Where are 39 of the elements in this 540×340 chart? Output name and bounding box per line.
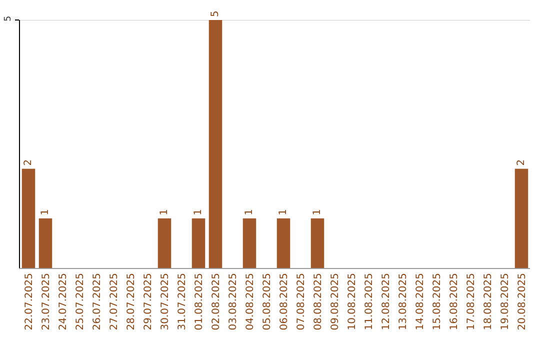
x-tick-label: 28.07.2025 (126, 273, 137, 330)
x-tick-label: 07.08.2025 (296, 273, 307, 330)
data-label: 1 (278, 209, 289, 216)
x-tick-label: 24.07.2025 (58, 273, 69, 330)
data-label: 1 (193, 209, 204, 216)
x-tick-label: 16.08.2025 (448, 273, 460, 330)
x-tick-label: 25.07.2025 (74, 273, 86, 330)
x-tick-label: 11.08.2025 (364, 273, 375, 330)
data-label: 2 (516, 159, 527, 166)
x-tick-label: 13.08.2025 (398, 273, 409, 330)
x-tick-label: 22.07.2025 (24, 273, 35, 330)
x-tick-label: 06.08.2025 (278, 273, 290, 330)
x-tick-label: 18.08.2025 (482, 273, 494, 330)
x-tick-label: 12.08.2025 (380, 273, 392, 330)
x-tick-label: 19.08.2025 (500, 273, 511, 330)
x-tick-label: 29.07.2025 (142, 273, 154, 330)
data-label: 1 (159, 209, 170, 216)
x-tick-label: 31.07.2025 (176, 273, 188, 330)
x-tick-label: 23.07.2025 (40, 273, 52, 330)
data-label: 1 (40, 209, 51, 216)
x-tick-label: 05.08.2025 (262, 273, 273, 330)
x-tick-label: 08.08.2025 (312, 273, 324, 330)
x-tick-label: 30.07.2025 (160, 273, 171, 330)
x-tick-label: 14.08.2025 (414, 273, 426, 330)
x-tick-label: 15.08.2025 (432, 273, 443, 330)
x-tick-label: 02.08.2025 (210, 273, 222, 330)
x-tick-label: 20.08.2025 (516, 273, 528, 330)
x-tick-label: 17.08.2025 (466, 273, 477, 330)
data-label: 5 (210, 10, 221, 17)
data-label: 1 (312, 209, 323, 216)
x-tick-label: 10.08.2025 (346, 273, 358, 330)
x-tick-label: 27.07.2025 (108, 273, 120, 330)
data-label: 1 (244, 209, 255, 216)
x-tick-label: 03.08.2025 (228, 273, 239, 330)
x-tick-label: 01.08.2025 (194, 273, 205, 330)
data-label: 2 (23, 159, 34, 166)
x-tick-label: 09.08.2025 (330, 273, 341, 330)
x-tick-label: 04.08.2025 (244, 273, 256, 330)
x-tick-label: 26.07.2025 (92, 273, 103, 330)
